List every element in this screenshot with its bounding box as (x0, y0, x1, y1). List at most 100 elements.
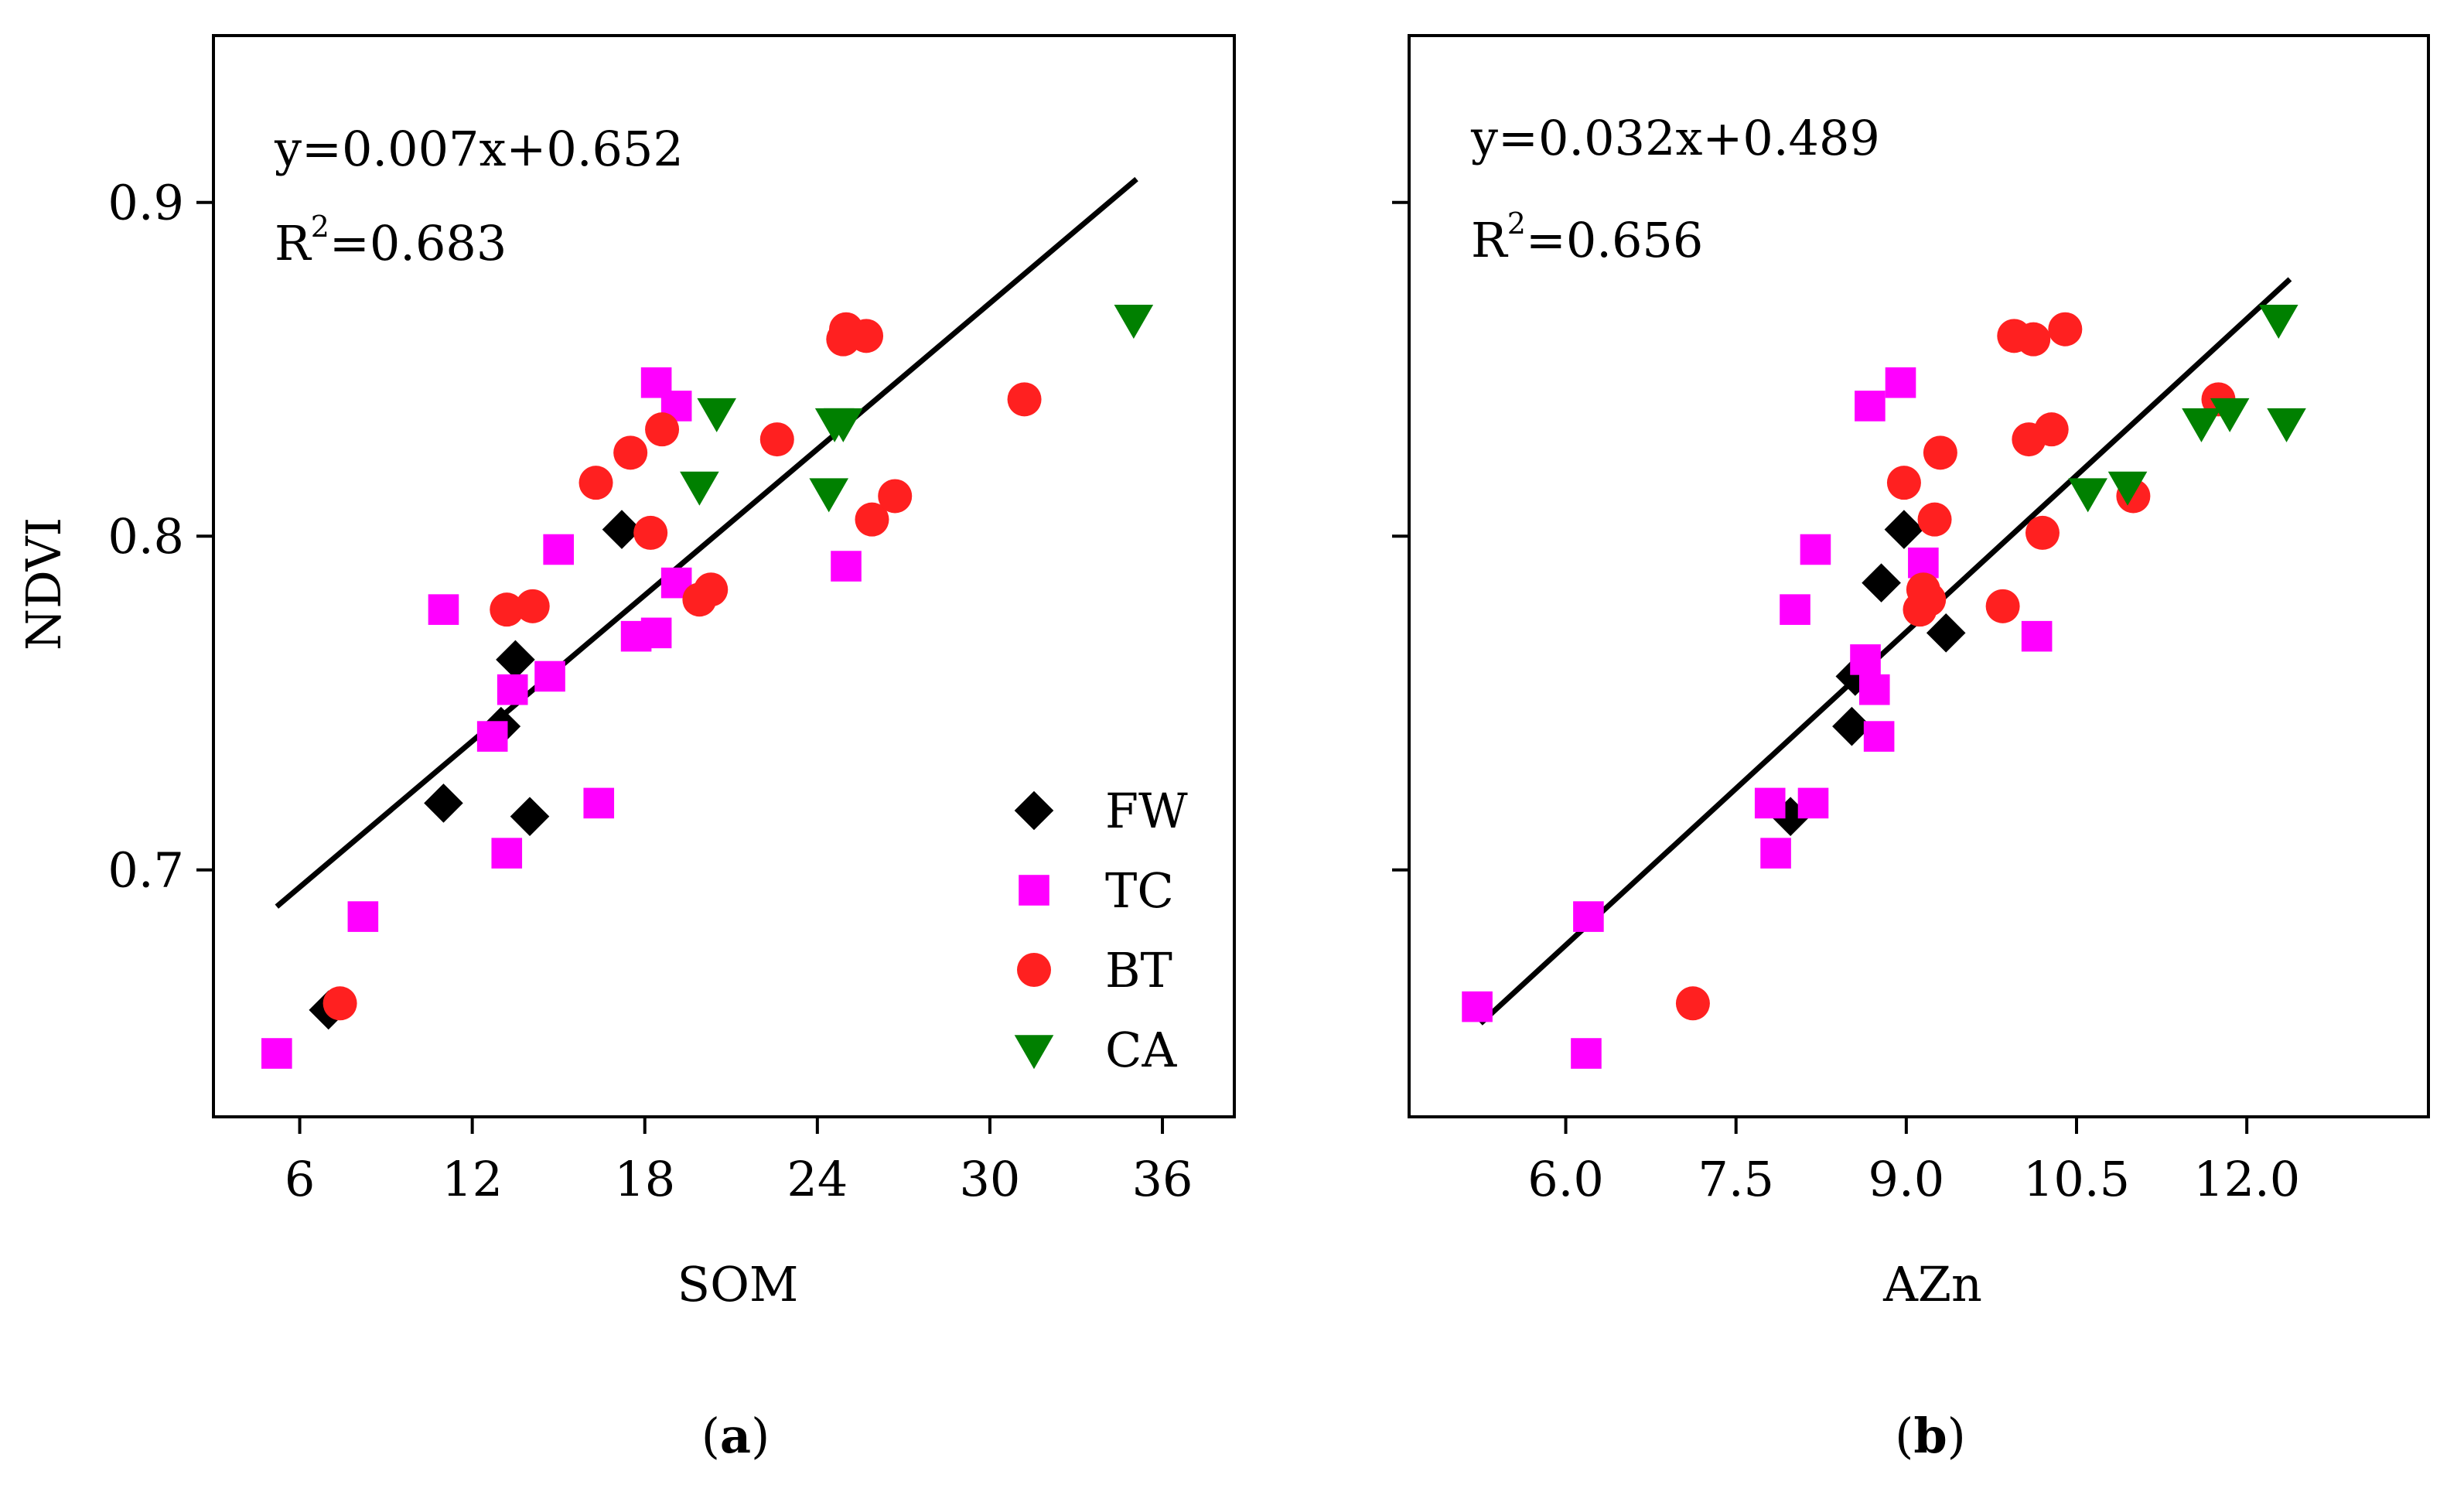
data-point (2068, 478, 2107, 513)
data-point (1573, 901, 1604, 932)
y-tick-label: 0.8 (108, 508, 184, 565)
data-point (849, 319, 884, 353)
data-point (1884, 510, 1924, 549)
x-axis-label: SOM (677, 1256, 799, 1313)
data-point (759, 422, 794, 457)
data-point (1780, 594, 1810, 625)
x-tick-label: 7.5 (1698, 1151, 1774, 1207)
data-point (1797, 787, 1829, 819)
r-squared-value: =0.683 (329, 215, 507, 271)
legend-marker-fw (1014, 790, 1054, 831)
regression-line (1479, 277, 2292, 1026)
x-tick-label: 30 (959, 1151, 1020, 1207)
data-point (1832, 706, 1872, 746)
data-point (1850, 644, 1881, 675)
data-point (428, 594, 459, 625)
series-bt (1675, 312, 2236, 1021)
data-point (824, 408, 863, 442)
legend-label-ca: CA (1105, 1022, 1177, 1078)
data-point (602, 510, 642, 549)
data-point (1923, 435, 1957, 470)
r-squared-prefix: R (1471, 212, 1509, 268)
data-point (515, 589, 550, 623)
data-point (2016, 322, 2051, 357)
legend-marker-ca (1014, 1035, 1054, 1070)
data-point (694, 572, 729, 607)
data-point (490, 592, 524, 627)
panel-label-close: ) (1947, 1408, 1966, 1464)
panel-b: 6.0 7.5 9.0 10.5 12.0 AZn y=0.032x+0.489 R2=0.6… (1392, 34, 2430, 1464)
panel-label: (b) (1895, 1408, 1966, 1464)
panel-label-close: ) (751, 1408, 770, 1464)
data-point (878, 479, 913, 514)
x-tick-label: 9.0 (1868, 1151, 1945, 1207)
data-point (1760, 838, 1791, 869)
data-point (1886, 466, 1921, 500)
panel-label-letter: b (1913, 1408, 1947, 1464)
data-point (1912, 582, 1947, 617)
x-tick-label: 12.0 (2193, 1151, 2300, 1207)
series-fw (309, 510, 642, 1030)
data-point (323, 986, 357, 1021)
y-tick-label: 0.9 (108, 175, 184, 231)
r-squared-value: =0.656 (1526, 212, 1703, 268)
data-point (261, 1038, 292, 1069)
data-point (543, 534, 574, 565)
data-point (2182, 408, 2221, 442)
data-point (1858, 674, 1890, 705)
legend-label-bt: BT (1105, 942, 1172, 998)
x-tick-label: 18 (614, 1151, 675, 1207)
series-tc (1462, 367, 2053, 1069)
data-point (1770, 797, 1810, 836)
data-point (1917, 502, 1952, 537)
data-point (633, 515, 668, 550)
legend: FW TC BT CA (1014, 783, 1188, 1078)
data-point (2258, 305, 2298, 340)
legend-marker-tc (1019, 875, 1049, 906)
series-bt (323, 312, 1042, 1021)
data-point (809, 478, 849, 513)
data-point (645, 412, 680, 447)
r-squared-label: R2=0.656 (1471, 207, 1703, 268)
panel-label: (a) (701, 1408, 770, 1464)
plot-frame (212, 34, 1236, 1118)
data-point (491, 838, 523, 869)
data-point (1863, 721, 1895, 752)
data-point (496, 640, 535, 680)
panel-a: 6 12 18 24 30 36 0.7 0.8 0.9 SOM NDVI y=0.007x+0.65… (15, 34, 1236, 1464)
data-point (640, 617, 672, 649)
data-point (476, 721, 508, 752)
legend-label-fw: FW (1105, 783, 1188, 839)
data-point (1862, 563, 1901, 603)
r-squared-superscript: 2 (1507, 207, 1526, 241)
data-point (424, 783, 463, 823)
data-point (497, 674, 528, 705)
data-point (1835, 657, 1875, 696)
x-tick-label: 12 (442, 1151, 503, 1207)
equation-label: y=0.007x+0.652 (274, 121, 684, 177)
data-point (1114, 305, 1154, 340)
data-point (583, 787, 615, 819)
data-point (1885, 367, 1916, 398)
series-fw (1770, 510, 1966, 836)
data-point (1985, 589, 2020, 623)
data-point (2267, 408, 2306, 442)
r-squared-superscript: 2 (311, 210, 329, 244)
data-point (2210, 398, 2250, 432)
data-point (613, 435, 648, 470)
regression-line (275, 176, 1138, 909)
data-point (2048, 312, 2083, 346)
data-point (1007, 382, 1042, 417)
data-point (534, 661, 565, 692)
y-axis-label: NDVI (15, 517, 72, 650)
data-point (2107, 471, 2148, 506)
r-squared-label: R2=0.683 (275, 210, 507, 271)
x-tick-label: 6 (285, 1151, 315, 1207)
data-point (1675, 986, 1710, 1021)
panel-label-open: ( (701, 1408, 720, 1464)
data-point (1855, 391, 1886, 422)
r-squared-prefix: R (275, 215, 312, 271)
data-point (1800, 534, 1831, 565)
series-tc (261, 367, 862, 1069)
series-ca (2068, 305, 2306, 513)
